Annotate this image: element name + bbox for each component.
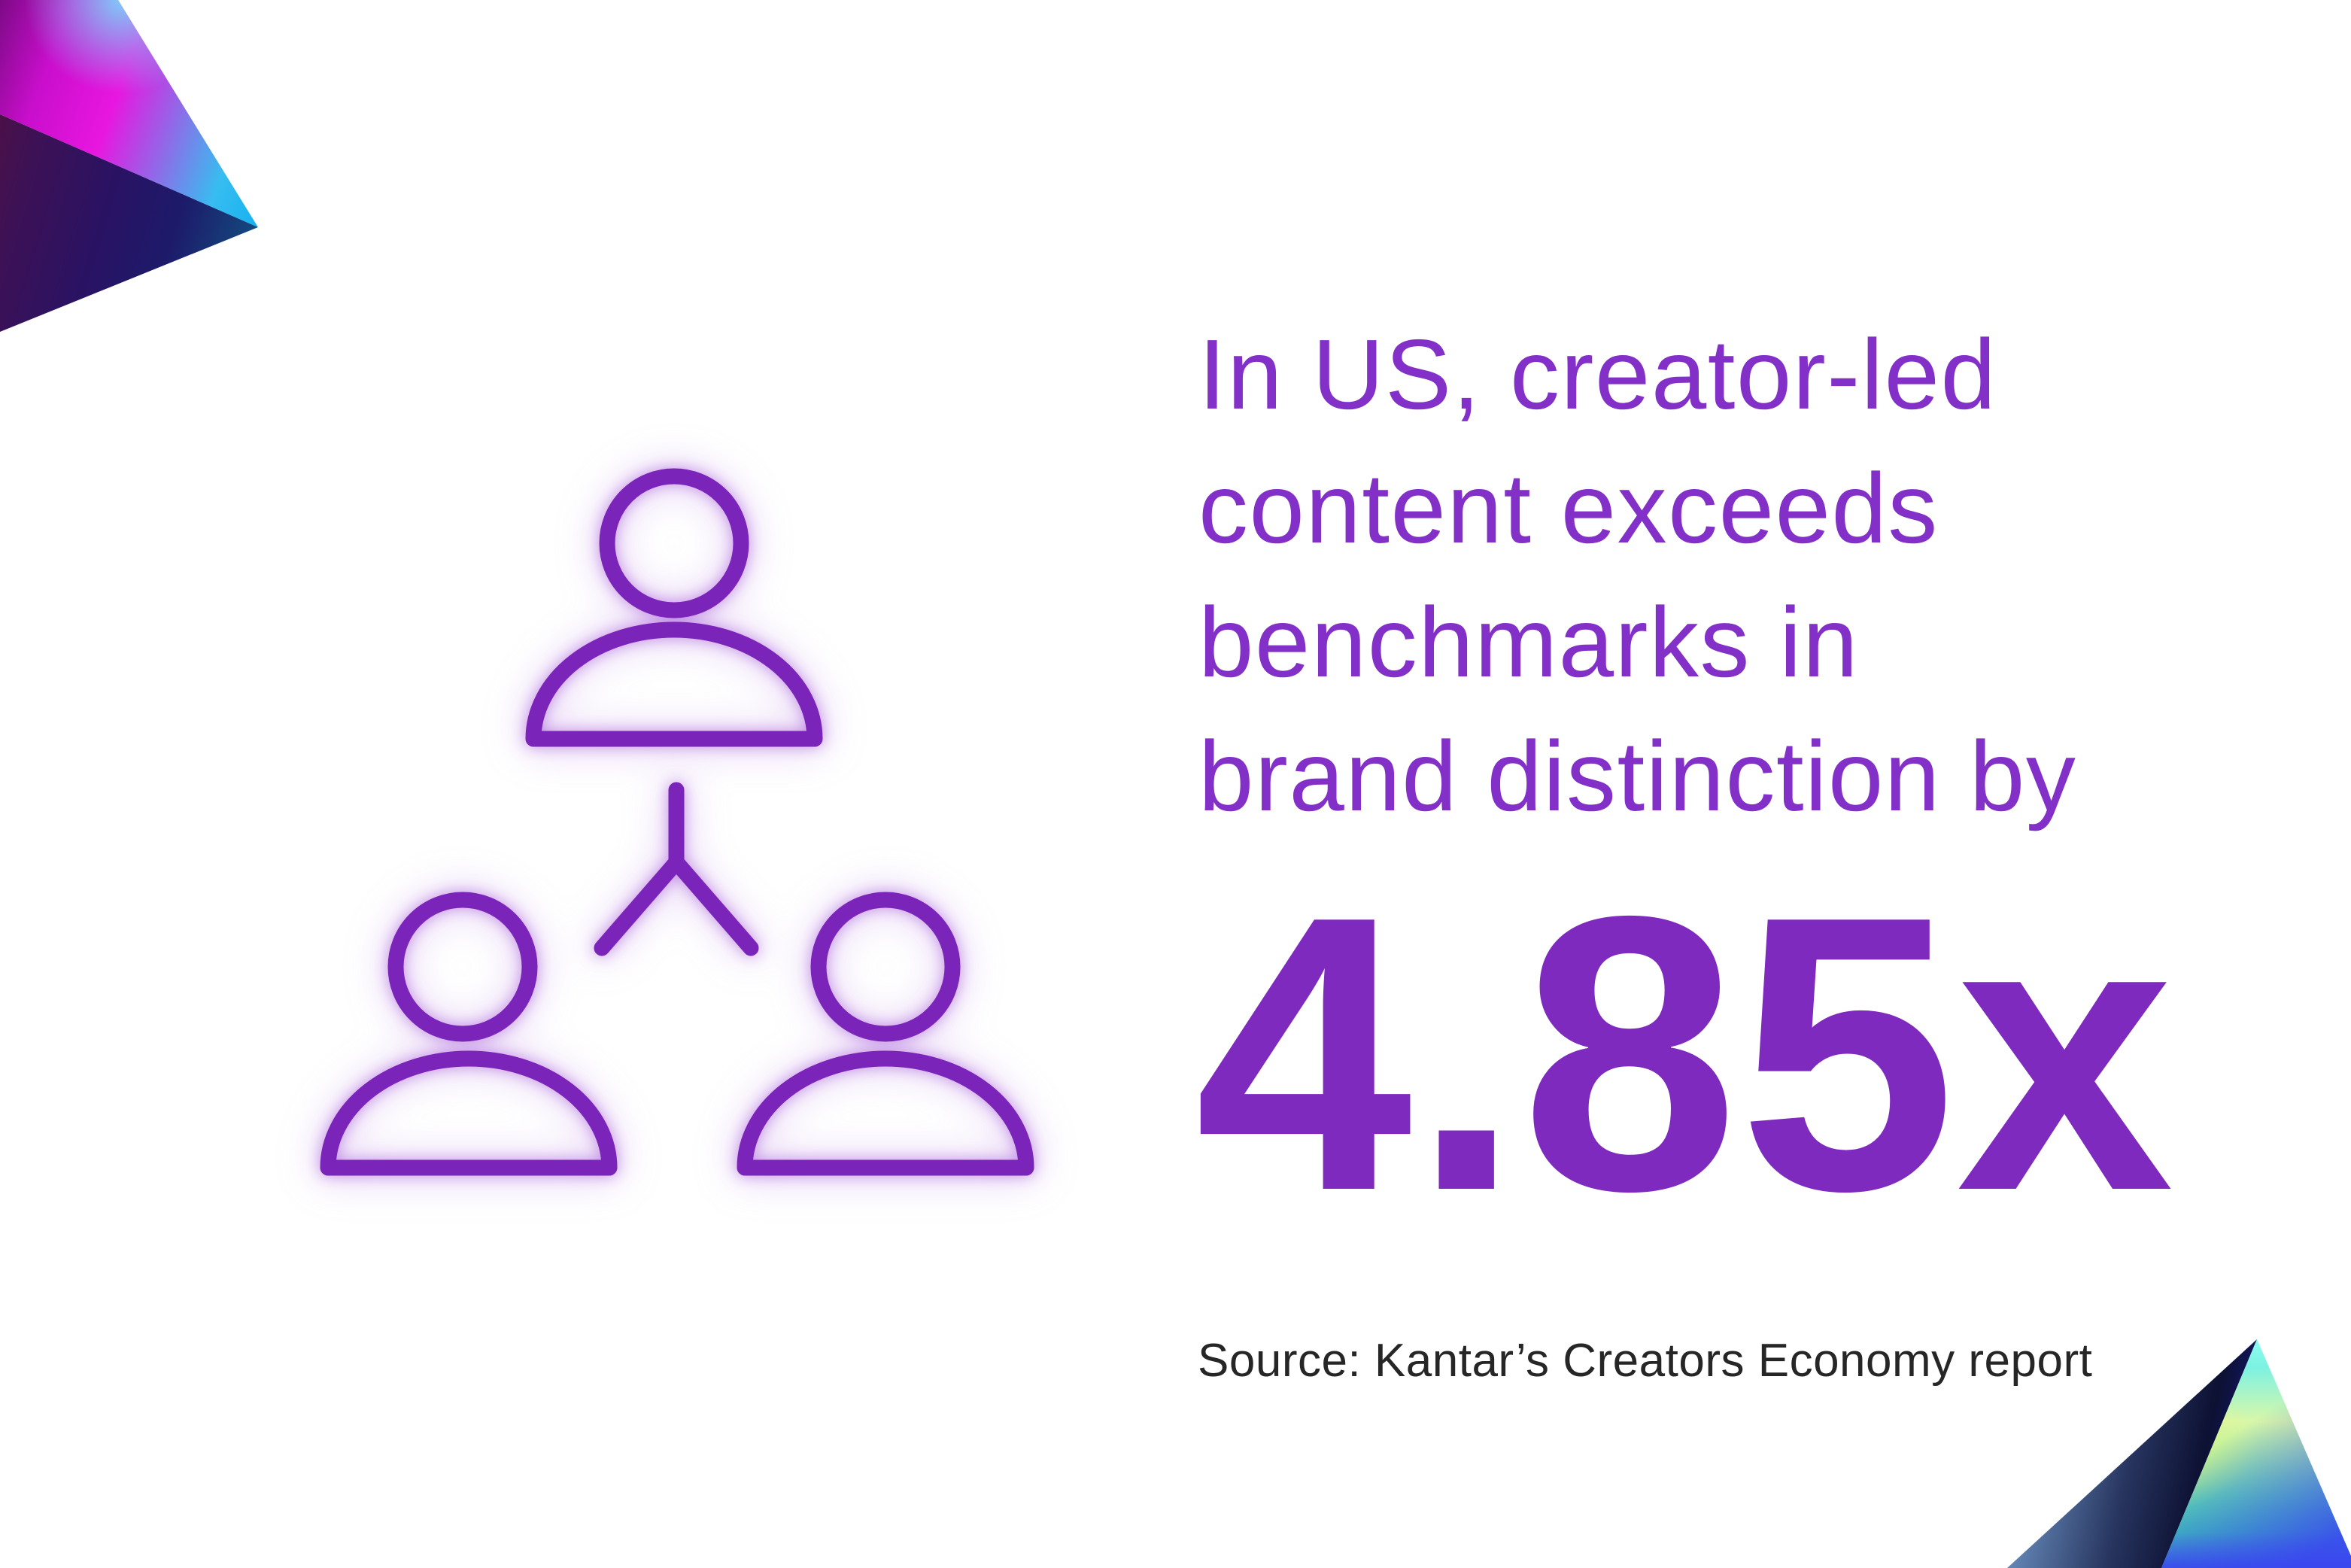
person-right-shoulders-icon	[737, 1050, 1034, 1176]
stat-value: 4.85x	[1195, 835, 2174, 1272]
network-connector-icon	[594, 782, 759, 956]
person-top-head-icon	[599, 468, 749, 618]
person-right-head-icon	[810, 892, 961, 1042]
headline: In US, creator-led content exceeds bench…	[1198, 308, 2076, 843]
pyramid-face-bright	[0, 0, 258, 227]
headline-line-2: content exceeds	[1198, 453, 1939, 564]
headline-line-1: In US, creator-led	[1198, 319, 1997, 430]
people-network-icon	[320, 468, 1034, 1176]
headline-line-4: brand distinction by	[1198, 721, 2077, 831]
source-text: Source: Kantar’s Creators Economy report	[1198, 1335, 2093, 1387]
person-top-shoulders-icon	[525, 621, 823, 747]
corner-pyramid-top-left	[0, 0, 271, 346]
person-left-head-icon	[387, 892, 538, 1042]
person-left-shoulders-icon	[320, 1050, 618, 1176]
headline-line-3: benchmarks in	[1198, 587, 1859, 697]
pyramid-face-dark	[0, 114, 258, 332]
